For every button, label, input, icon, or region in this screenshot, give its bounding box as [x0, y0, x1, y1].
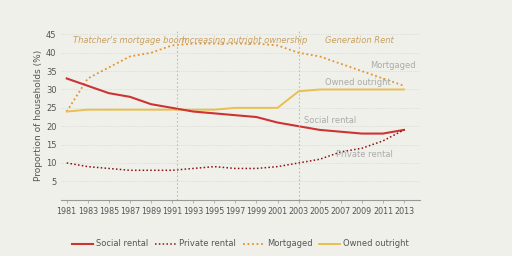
Text: Owned outright: Owned outright	[325, 78, 391, 87]
Text: Private rental: Private rental	[335, 150, 392, 159]
Text: Increasing outright ownership: Increasing outright ownership	[182, 36, 307, 45]
Legend: Social rental, Private rental, Mortgaged, Owned outright: Social rental, Private rental, Mortgaged…	[69, 236, 413, 252]
Text: Generation Rent: Generation Rent	[325, 36, 393, 45]
Text: Thatcher's mortgage boom: Thatcher's mortgage boom	[73, 36, 186, 45]
Y-axis label: Proportion of households (%): Proportion of households (%)	[34, 50, 43, 181]
Text: Social rental: Social rental	[304, 116, 356, 125]
Text: Mortgaged: Mortgaged	[370, 61, 416, 70]
